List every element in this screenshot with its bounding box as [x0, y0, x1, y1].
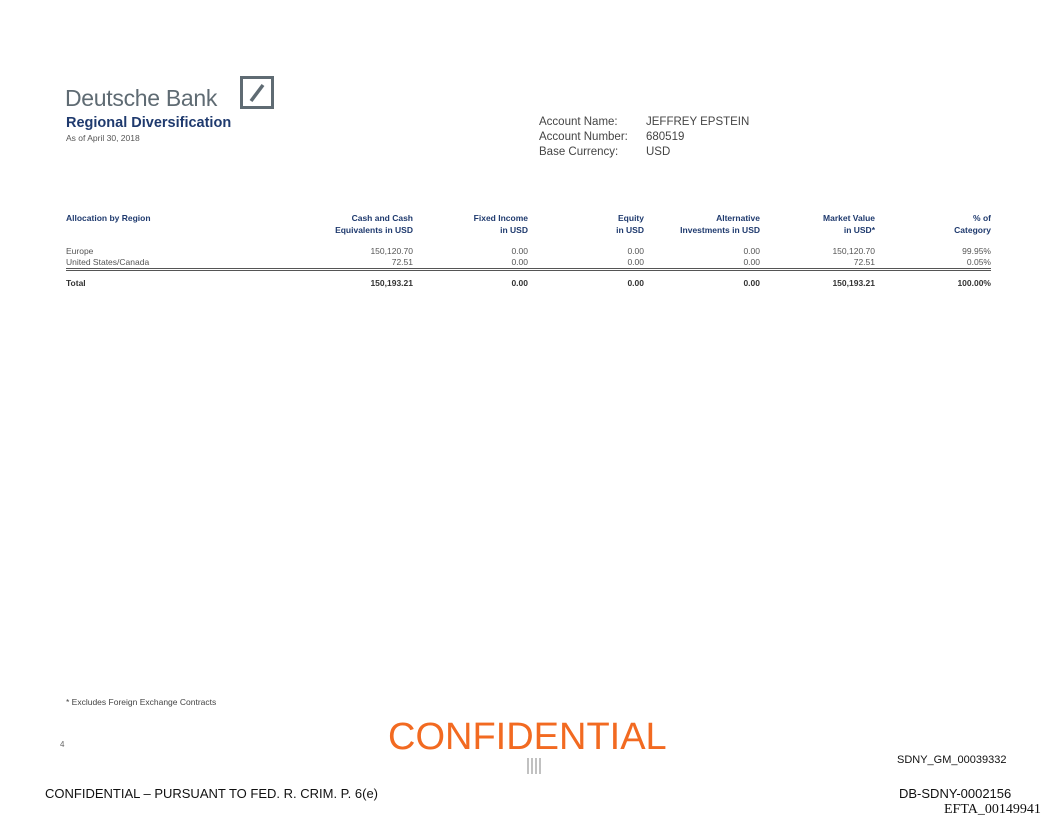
table-cell: 150,120.70 [370, 246, 413, 256]
table-cell: 0.00 [644, 257, 760, 271]
confidential-stamp: CONFIDENTIAL [388, 716, 667, 758]
column-header-line: in USD [616, 225, 644, 235]
allocation-table: Allocation by Region Cash and Cash Equival… [66, 212, 991, 289]
table-cell: 0.00 [511, 278, 528, 288]
column-header: Equity in USD [528, 212, 644, 246]
table-cell: 100.00% [957, 278, 991, 288]
table-cell: 0.00 [743, 246, 760, 256]
table-cell: 0.00 [528, 257, 644, 271]
page-title: Regional Diversification [66, 115, 232, 131]
db-bates: DB-SDNY-0002156 [899, 786, 1012, 801]
account-number: 680519 [646, 131, 685, 143]
column-header-line: Allocation by Region [66, 213, 151, 223]
column-header-line: Equivalents in USD [335, 225, 413, 235]
table-cell: 0.05% [875, 257, 991, 271]
deutsche-bank-logo-icon [240, 76, 274, 109]
table-cell: 150,193.21 [832, 278, 875, 288]
table-cell: 0.00 [627, 246, 644, 256]
confidential-notice: CONFIDENTIAL – PURSUANT TO FED. R. CRIM.… [45, 786, 379, 801]
table-cell: 0.00 [413, 257, 528, 271]
column-header-line: Fixed Income [473, 213, 528, 223]
column-header-line: % of [973, 213, 991, 223]
sdny-bates: SDNY_GM_00039332 [897, 754, 1007, 766]
account-number-label: Account Number: [539, 131, 628, 143]
total-row: Total 150,193.21 0.00 0.00 0.00 150,193.21 100… [66, 270, 991, 290]
table-cell: 150,120.70 [832, 246, 875, 256]
column-header-line: Investments in USD [680, 225, 760, 235]
table-cell: United States/Canada [66, 257, 236, 271]
column-header-line: in USD* [843, 225, 875, 235]
table-row: Europe 150,120.70 0.00 0.00 0.00 150,120.70 99… [66, 246, 991, 257]
table-cell: 150,193.21 [370, 278, 413, 288]
column-header: Allocation by Region [66, 212, 236, 246]
footnote: * Excludes Foreign Exchange Contracts [66, 697, 217, 707]
column-header: % of Category [875, 212, 991, 246]
column-header-line: Category [954, 225, 991, 235]
account-name: JEFFREY EPSTEIN [646, 116, 750, 128]
table-cell: 0.00 [511, 246, 528, 256]
table-cell: 0.00 [743, 278, 760, 288]
table-header-row: Allocation by Region Cash and Cash Equival… [66, 212, 991, 246]
column-header-line: Cash and Cash [351, 213, 413, 223]
table-cell: 72.51 [236, 257, 413, 271]
efta-bates: EFTA_00149941 [944, 802, 1041, 817]
column-header-line: Alternative [716, 213, 760, 223]
page-number: 4 [60, 740, 65, 749]
base-currency: USD [646, 146, 671, 158]
table-cell: Europe [66, 246, 94, 256]
table-cell: 0.00 [627, 278, 644, 288]
table-row: United States/Canada 72.51 0.00 0.00 0.00 72.… [66, 257, 991, 271]
barcode-icon [527, 758, 543, 774]
logo-text: Deutsche Bank [65, 85, 218, 111]
column-header-line: Equity [618, 213, 644, 223]
column-header: Cash and Cash Equivalents in USD [236, 212, 413, 246]
as-of-date: As of April 30, 2018 [66, 133, 140, 143]
table-cell: Total [66, 278, 86, 288]
column-header: Market Value in USD* [760, 212, 875, 246]
column-header: Alternative Investments in USD [644, 212, 760, 246]
column-header-line: in USD [500, 225, 528, 235]
table-cell: 99.95% [962, 246, 991, 256]
account-name-label: Account Name: [539, 116, 618, 128]
base-currency-label: Base Currency: [539, 146, 619, 158]
column-header: Fixed Income in USD [413, 212, 528, 246]
table-cell: 72.51 [760, 257, 875, 271]
column-header-line: Market Value [823, 213, 875, 223]
